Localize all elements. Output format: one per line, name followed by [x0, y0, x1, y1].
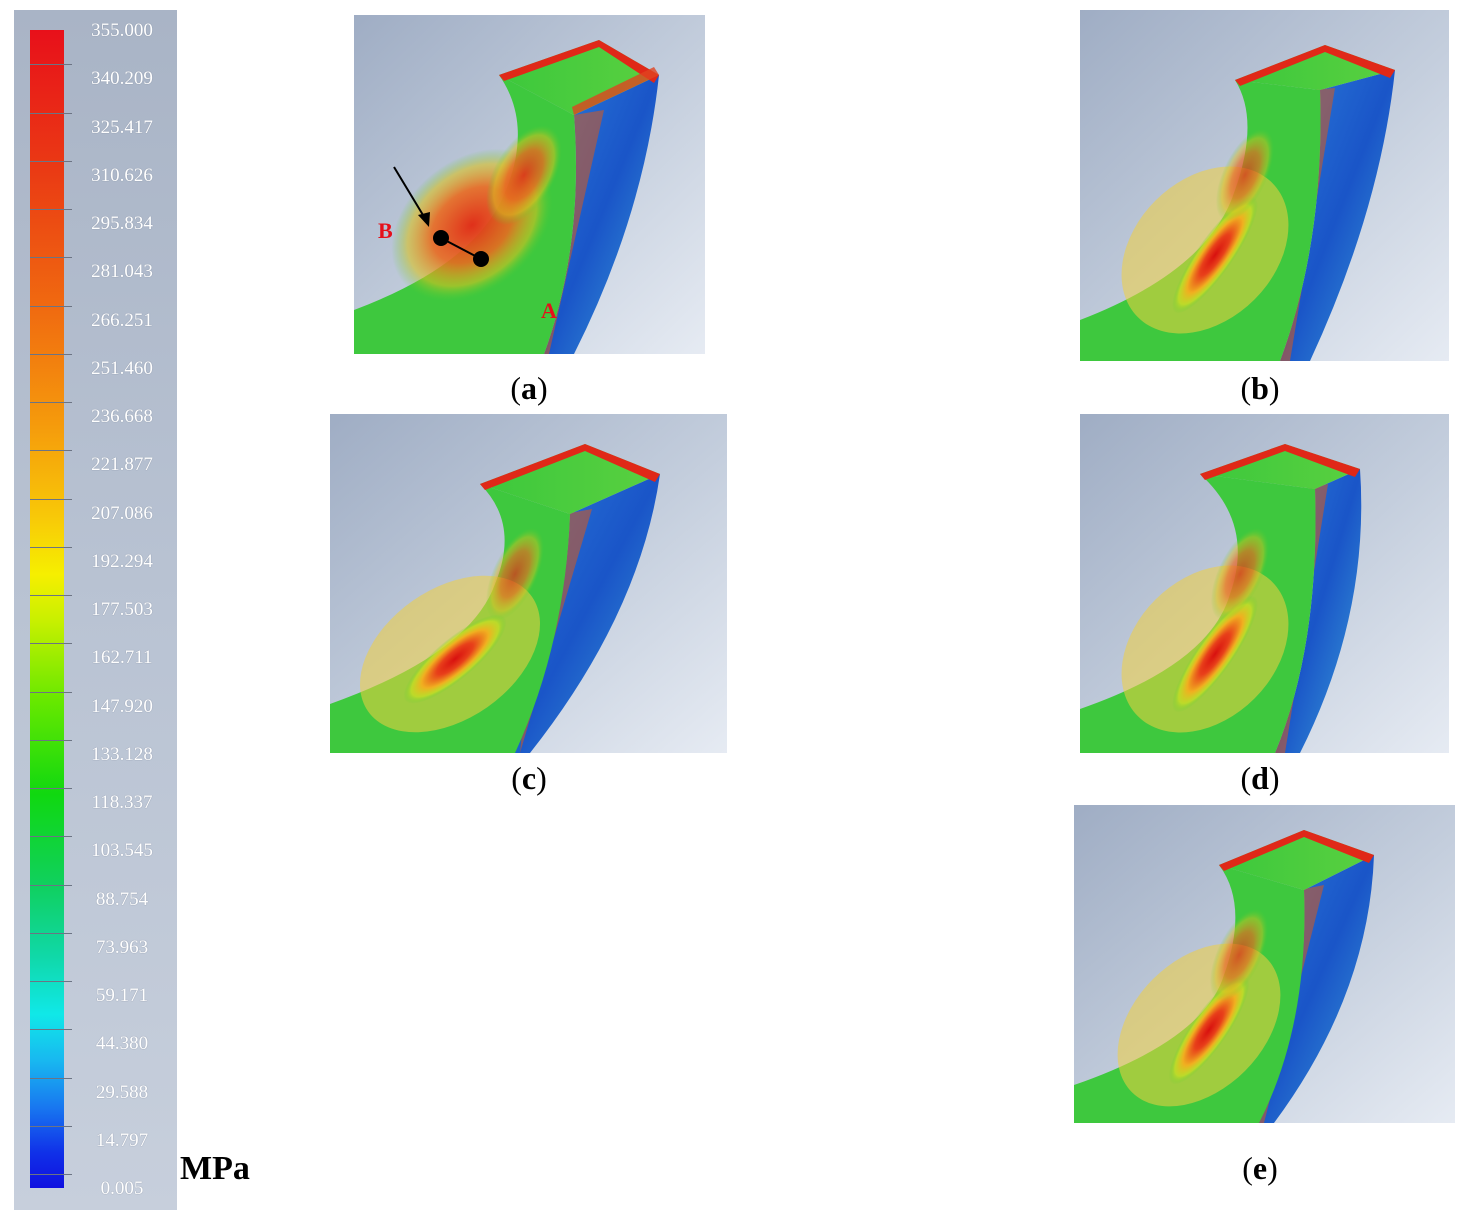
legend-value-label: 59.171 — [95, 985, 149, 1006]
panel-e-caption: (e) — [1242, 1150, 1278, 1186]
legend-tick — [30, 932, 72, 934]
legend-tick — [30, 305, 72, 307]
panel-d-caption: (d) — [1240, 760, 1280, 796]
point-a-label: A — [541, 298, 557, 323]
legend-tick — [30, 691, 72, 693]
legend-tick — [30, 788, 72, 789]
legend-value-label: 325.417 — [91, 116, 153, 138]
legend-value-label: 147.920 — [91, 695, 153, 717]
legend-value-label: 281.043 — [91, 261, 153, 283]
legend-tick — [30, 64, 72, 66]
legend-value-label: 340.209 — [91, 68, 153, 90]
legend-value-label: 251.460 — [91, 357, 153, 379]
legend-tick — [30, 160, 72, 162]
legend-tick — [30, 450, 72, 452]
legend-value-label: 266.251 — [91, 309, 153, 331]
legend-tick — [30, 884, 72, 886]
legend-tick — [30, 402, 72, 403]
legend-value-label: 103.545 — [91, 840, 153, 862]
legend-tick — [30, 112, 72, 114]
legend-value-label: 192.294 — [91, 550, 153, 572]
legend-tick — [30, 1125, 72, 1127]
legend-tick — [30, 1077, 72, 1079]
legend-value-label: 118.337 — [91, 792, 153, 813]
panel-a-image: B A — [354, 15, 705, 354]
legend-tick — [30, 209, 72, 210]
legend-value-label: 88.754 — [95, 888, 149, 910]
legend-value-label: 236.668 — [91, 406, 153, 427]
panel-b-caption: (b) — [1240, 370, 1280, 406]
legend-value-label: 29.588 — [95, 1081, 149, 1103]
panel-e-image — [1074, 805, 1455, 1123]
legend-tick — [30, 836, 72, 838]
legend-tick — [30, 1029, 72, 1031]
legend-value-label: 295.834 — [91, 213, 153, 234]
legend-tick — [30, 739, 72, 741]
legend-tick — [30, 1174, 72, 1175]
legend-tick — [30, 643, 72, 645]
panel-b-image — [1080, 10, 1449, 361]
legend-value-label: 73.963 — [95, 936, 149, 958]
legend-tick — [30, 498, 72, 500]
legend-value-label: 44.380 — [95, 1033, 149, 1055]
legend-value-label: 177.503 — [91, 599, 153, 620]
legend-tick — [30, 546, 72, 548]
legend-tick — [30, 257, 72, 259]
legend-value-label: 310.626 — [91, 164, 153, 186]
legend-tick — [30, 595, 72, 596]
legend-tick — [30, 353, 72, 355]
legend-value-label: 133.128 — [91, 743, 153, 765]
panel-a-caption: (a) — [510, 370, 548, 406]
legend-value-label: 221.877 — [91, 454, 153, 476]
panel-d-image — [1080, 414, 1449, 753]
legend-value-label: 355.000 — [91, 20, 153, 41]
point-b-label: B — [378, 218, 393, 243]
panel-c-image — [330, 414, 727, 753]
legend-color-bar — [30, 30, 64, 1188]
panel-c-caption: (c) — [511, 760, 547, 796]
stress-legend: 355.000 340.209 325.417 310.626 295.834 281.0… — [14, 10, 177, 1210]
legend-value-label: 14.797 — [95, 1129, 149, 1151]
legend-unit: MPa — [180, 1150, 250, 1187]
legend-value-label: 0.005 — [100, 1178, 144, 1199]
legend-value-label: 162.711 — [91, 647, 153, 669]
legend-value-label: 207.086 — [91, 502, 153, 524]
legend-tick — [30, 981, 72, 982]
